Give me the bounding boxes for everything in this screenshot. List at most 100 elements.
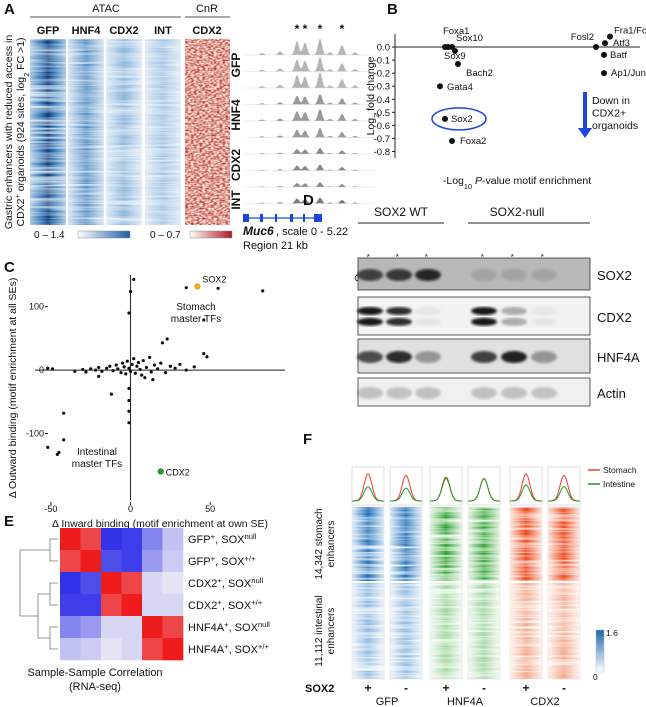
row-label-part: null — [258, 620, 270, 629]
y-label-part: + — [13, 194, 22, 198]
point — [178, 362, 182, 366]
point — [50, 367, 55, 371]
cnr-header: CnR — [196, 3, 218, 15]
peak-star: * — [303, 22, 308, 36]
heatmap-cell — [142, 616, 163, 639]
x-tick-label: 50 — [205, 504, 215, 514]
y-tick-label: -0.7 — [374, 134, 390, 145]
panel-letter: D — [303, 192, 314, 209]
row-label: enhancers — [326, 608, 337, 655]
column-label: HNF4 — [72, 25, 102, 37]
exon — [303, 214, 305, 222]
row-label: HNF4A — [597, 350, 640, 365]
heatmap-cell — [101, 594, 122, 617]
blot-band — [386, 387, 412, 399]
row-label: GFP+, SOX+/+ — [188, 554, 256, 569]
point-label: Batf — [610, 50, 627, 61]
coverage-track — [245, 38, 375, 55]
arrow-head — [578, 128, 592, 138]
heatmap-cell — [101, 572, 122, 595]
x-axis-label-part: -value motif enrichment — [482, 175, 591, 187]
point — [100, 369, 104, 373]
lane-label-part: + — [365, 252, 373, 259]
heatmap — [352, 583, 384, 679]
highlight-point — [194, 283, 201, 290]
profile-box — [389, 466, 423, 506]
row-label: enhancers — [326, 521, 337, 568]
heatmap-cell — [121, 594, 143, 617]
column-label: CDX2 — [192, 25, 221, 37]
row-label-part: , SOX — [229, 644, 259, 656]
coverage-track — [245, 109, 375, 121]
row-label: 11,112 intestinal — [314, 595, 325, 666]
colorbar — [77, 230, 131, 239]
annotation: organoids — [592, 120, 638, 132]
row-label-part: +/+ — [258, 642, 270, 651]
heatmap-cell — [142, 638, 163, 661]
highlight-point — [157, 468, 164, 475]
profile-box — [351, 466, 385, 506]
point — [593, 44, 599, 51]
blot-band — [415, 351, 441, 363]
point — [205, 355, 209, 359]
group-label: GFP — [376, 696, 399, 707]
point — [140, 373, 144, 377]
legend-label: Stomach — [603, 465, 637, 475]
point — [144, 365, 149, 370]
point — [97, 365, 101, 370]
panel-letter: B — [387, 1, 398, 18]
point — [119, 371, 123, 375]
point-label: Gata4 — [447, 82, 473, 93]
group-label: CDX2 — [530, 696, 559, 707]
point — [442, 115, 448, 122]
point — [160, 341, 164, 345]
heatmap-frame — [467, 506, 501, 680]
y-label-part: organoids (924 sites, log — [15, 77, 27, 194]
row-label-part: +/+ — [244, 554, 256, 563]
panel-letter: E — [4, 513, 14, 530]
point — [89, 367, 93, 371]
y-label: Gastric enhancers with reduced access in — [3, 35, 15, 230]
sign-label: + — [364, 681, 371, 695]
blot-band — [501, 317, 527, 326]
blot-band — [471, 351, 497, 363]
track-label: INT — [229, 190, 243, 210]
point — [111, 369, 115, 373]
point — [122, 365, 126, 369]
point — [163, 371, 168, 375]
blot-band — [415, 307, 441, 315]
row-label-part: GFP — [188, 534, 211, 546]
point — [130, 362, 134, 366]
panel-letter: A — [4, 1, 15, 18]
colorbar — [595, 629, 605, 673]
row-label-part: , SOX — [229, 622, 259, 634]
point — [55, 452, 59, 456]
track-label: CDX2 — [229, 149, 243, 181]
y-axis-label-part: fold change — [365, 56, 377, 113]
exon — [275, 214, 277, 222]
blot-band — [501, 307, 527, 315]
blot-band — [386, 269, 412, 281]
row-label-part: + — [224, 620, 229, 629]
heatmap-cell — [101, 616, 122, 639]
point — [105, 366, 109, 370]
point — [120, 361, 125, 365]
point — [138, 367, 142, 372]
profile-curve — [468, 477, 500, 502]
row-label-part: null — [244, 532, 256, 541]
point-label: Bach2 — [466, 68, 493, 79]
highlight-label: CDX2 — [166, 467, 190, 477]
point — [202, 351, 206, 356]
row-label-part: CDX2 — [188, 578, 217, 590]
y-label: CDX2+ organoids (924 sites, log2 FC >1) — [13, 37, 31, 226]
point — [97, 374, 101, 379]
point — [135, 364, 139, 368]
heatmap — [30, 39, 66, 225]
coverage-track — [245, 57, 375, 72]
annotation: Down in — [592, 95, 630, 107]
blot-band — [415, 317, 441, 326]
point — [156, 367, 160, 371]
blot-band — [386, 307, 412, 315]
point — [159, 361, 163, 365]
point — [602, 40, 608, 47]
